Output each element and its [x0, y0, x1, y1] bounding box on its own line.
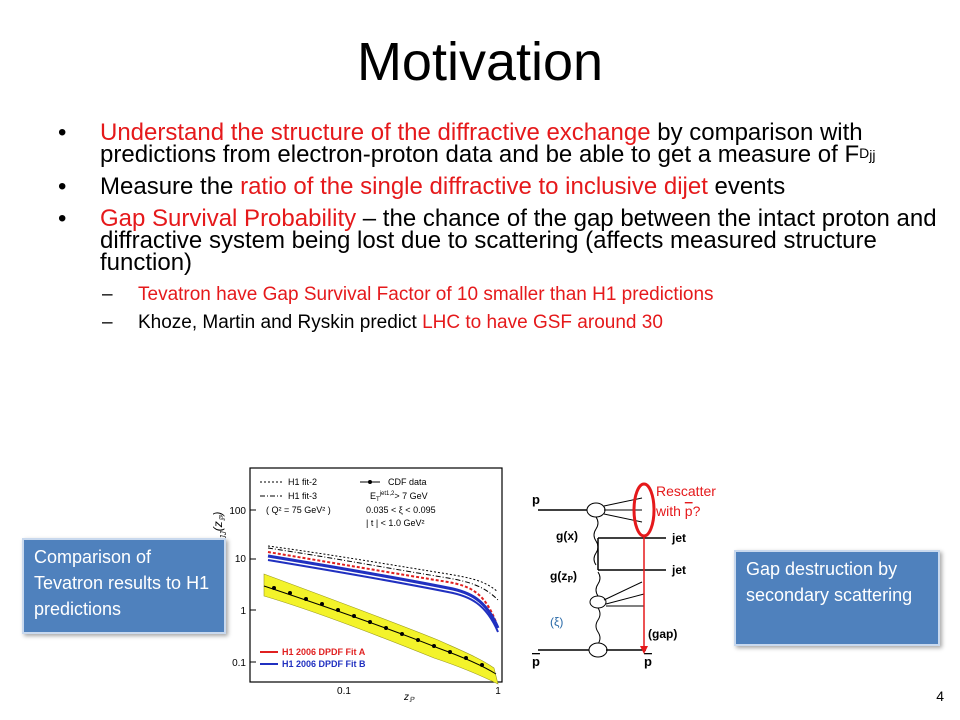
rescatter-q: ?	[693, 503, 701, 519]
cut-et-sup: jet1,2	[379, 491, 395, 497]
fdjj-comparison-plot: FDJJ(zℙ) 100 10 1 0.1 0.1 1 zℙ H1 fit-2 …	[210, 467, 503, 702]
xtick-0.1: 0.1	[337, 686, 351, 697]
ylabel-arg: (z	[211, 521, 225, 531]
sub-bullet-tevatron: – Tevatron have Gap Survival Factor of 1…	[58, 284, 938, 306]
bullet-2-part-2: ratio of the single diffractive to inclu…	[240, 173, 708, 200]
label-gz-close: )	[573, 569, 577, 583]
sub-bullet-1-text: Tevatron have Gap Survival Factor of 10 …	[138, 284, 714, 305]
ytick-100: 100	[229, 506, 246, 517]
bullet-2-part-1: Measure the	[100, 173, 241, 200]
bullet-dot: •	[58, 205, 67, 232]
gap-destruction-diagram: p g(x) jet jet g(zℙ) (ξ) (gap) p p Resca…	[532, 482, 716, 669]
ylabel-sub: JJ	[219, 530, 228, 540]
rescatter-label-2: with p?	[655, 503, 701, 519]
sub-bullet-kmr: – Khoze, Martin and Ryskin predict LHC t…	[58, 312, 938, 334]
ytick-1: 1	[240, 606, 246, 617]
label-gz-main: g(z	[550, 569, 567, 583]
xtick-1: 1	[495, 686, 501, 697]
bullet-3-part-1: Gap Survival Probability	[100, 205, 357, 232]
bullet-2-part-3: events	[707, 173, 786, 200]
label-gap: (gap)	[648, 627, 677, 641]
cdf-data-points	[272, 586, 484, 667]
callout-comparison: Comparison of Tevatron results to H1 pre…	[22, 538, 226, 634]
xlabel-main: z	[403, 692, 409, 702]
label-p-top: p	[532, 492, 540, 507]
bullet-gap-survival: • Gap Survival Probability – the chance …	[58, 205, 938, 276]
sub-bullet-dash: –	[102, 284, 113, 305]
bullet-ratio: • Measure the ratio of the single diffra…	[58, 173, 938, 200]
rescatter-pbar: p	[685, 503, 693, 519]
slide-title: Motivation	[356, 32, 604, 92]
bullet-dot: •	[58, 119, 67, 146]
ylabel-close: )	[211, 512, 225, 518]
ytick-0.1: 0.1	[232, 658, 246, 669]
cut-xi: 0.035 < ξ < 0.095	[366, 505, 436, 515]
page-number: 4	[936, 688, 944, 704]
sub-bullet-2-part-2: LHC to have GSF around 30	[422, 312, 663, 333]
plot-xlabel: zℙ	[403, 692, 415, 702]
callout-gap-destruction: Gap destruction by secondary scattering	[734, 550, 940, 646]
bullet-1-part-1: Understand the structure of the diffract…	[100, 119, 651, 146]
legend-h1-fit3: H1 fit-3	[288, 491, 317, 501]
label-pbar-left: p	[532, 654, 540, 669]
ylabel-arg-sub: ℙ	[218, 514, 227, 521]
bullet-dot: •	[58, 173, 67, 200]
sub-bullet-2-part-1: Khoze, Martin and Ryskin predict	[138, 312, 423, 333]
cdf-error-band	[263, 573, 499, 685]
rescatter-label-1: Rescatter	[656, 483, 716, 499]
cut-et-sub: T	[376, 497, 380, 503]
ytick-10: 10	[235, 554, 247, 565]
legend-q2: ( Q² = 75 GeV² )	[266, 505, 331, 515]
label-jet-2: jet	[671, 563, 686, 577]
label-pbar-right: p	[644, 654, 652, 669]
bullet-3-part-2: – the chance of the gap between the inta…	[100, 205, 937, 276]
bullet-structure: • Understand the structure of the diffra…	[58, 119, 938, 168]
legend-cdf-data: CDF data	[388, 477, 427, 487]
cut-et-val: > 7 GeV	[394, 491, 427, 501]
bullet-1-sup: D	[859, 145, 870, 161]
label-jet-1: jet	[671, 531, 686, 545]
bullet-1-sub: jj	[869, 147, 876, 163]
bullet-1-part-2: by comparison with predictions from elec…	[100, 119, 863, 168]
bullet-list: • Understand the structure of the diffra…	[58, 119, 938, 340]
rescatter-with: with	[655, 503, 685, 519]
label-gz: g(zℙ)	[550, 569, 577, 584]
cut-t: | t | < 1.0 GeV²	[366, 518, 424, 528]
label-gx: g(x)	[556, 529, 578, 543]
label-gz-sub: ℙ	[567, 575, 573, 584]
xlabel-sub: ℙ	[409, 696, 415, 702]
label-xi: (ξ)	[550, 615, 563, 629]
legend-fit-a: H1 2006 DPDF Fit A	[282, 647, 366, 657]
cut-et: ETjet1,2> 7 GeV	[370, 491, 428, 503]
legend-h1-fit2: H1 fit-2	[288, 477, 317, 487]
cut-et-main: E	[370, 491, 376, 501]
legend-fit-b: H1 2006 DPDF Fit B	[282, 659, 366, 669]
sub-bullet-dash: –	[102, 312, 113, 333]
